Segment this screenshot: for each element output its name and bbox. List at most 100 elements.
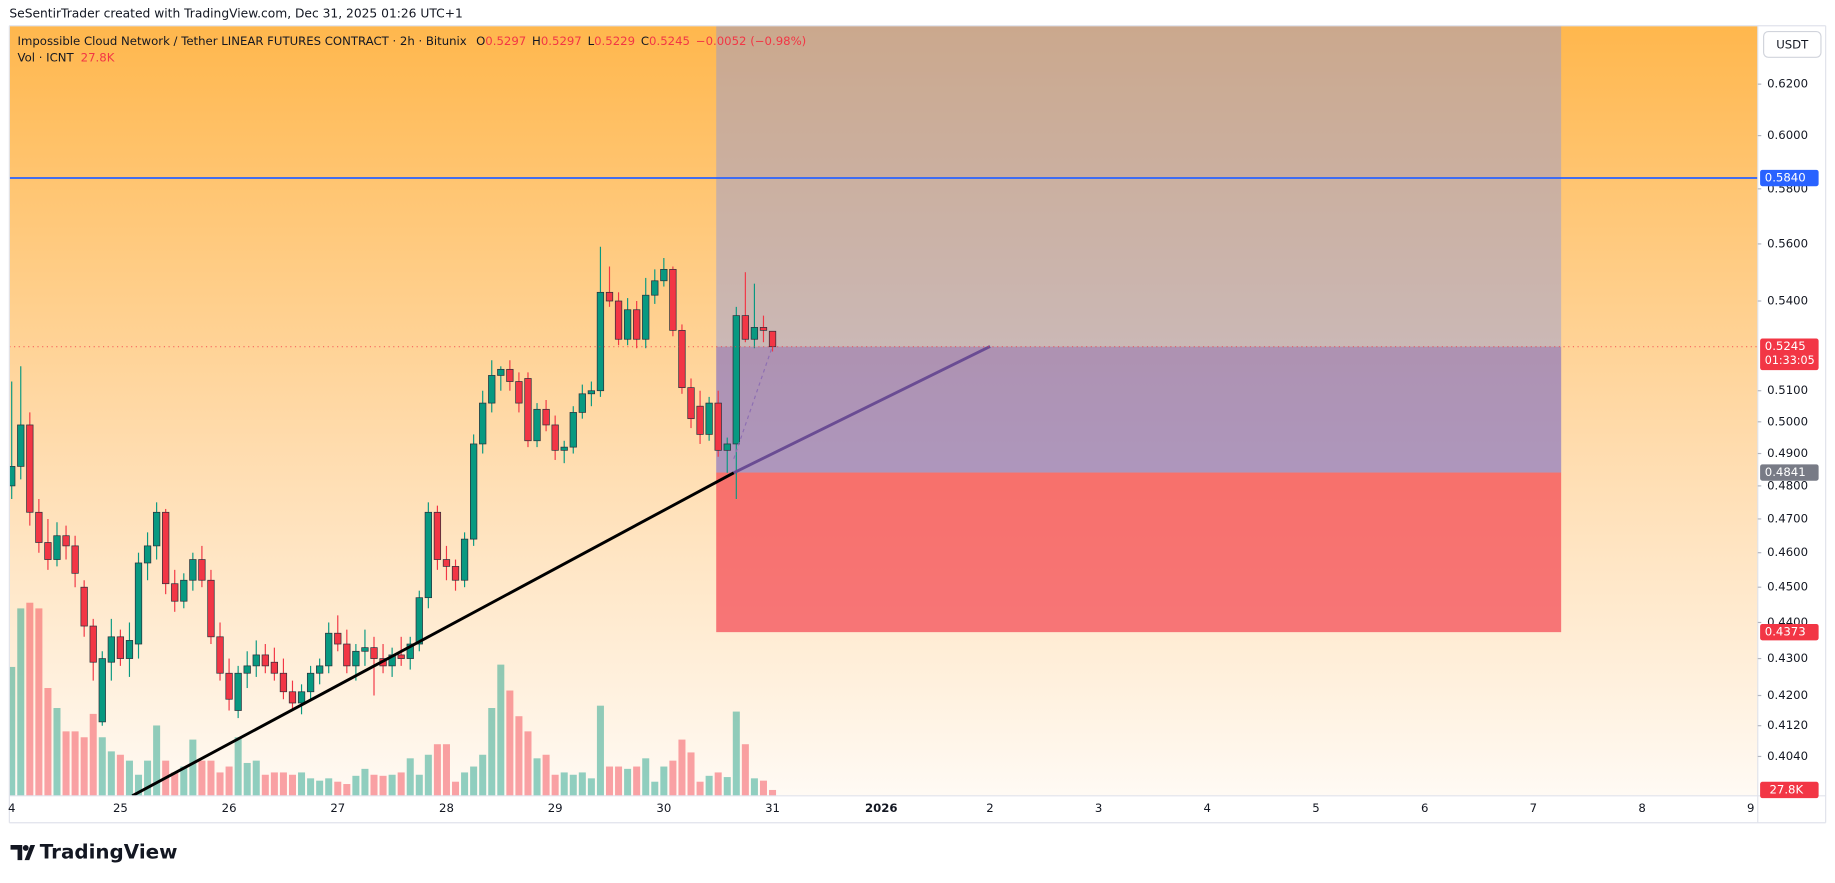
candle-body — [569, 412, 577, 448]
legend-volume: Vol · ICNT 27.8K — [18, 50, 115, 64]
volume-bar — [343, 784, 351, 796]
volume-bar — [615, 766, 623, 796]
candle-body — [261, 654, 269, 667]
candle-body — [143, 545, 152, 564]
volume-bar — [587, 778, 595, 796]
candle-body — [44, 542, 52, 560]
volume-bar — [642, 758, 650, 796]
candle-body — [578, 393, 586, 413]
candle-body — [415, 597, 423, 645]
candle-body — [488, 375, 496, 404]
volume-bar — [379, 775, 387, 796]
stop-label: 0.4373 — [1765, 625, 1806, 639]
volume-bar — [107, 751, 115, 796]
y-tick-label: 0.4500 — [1767, 580, 1808, 594]
volume-bar — [270, 772, 278, 796]
candle-body — [506, 368, 514, 382]
x-tick-label: 6 — [1421, 801, 1428, 815]
brand-name: TradingView — [40, 841, 178, 864]
volume-bar — [116, 754, 124, 796]
y-tick-label: 0.4700 — [1767, 511, 1808, 525]
y-tick-label: 0.4800 — [1767, 478, 1808, 492]
x-tick-label: 25 — [113, 801, 128, 815]
x-tick-label: 29 — [548, 801, 563, 815]
candle-body — [424, 511, 432, 599]
x-tick-label: 28 — [439, 801, 454, 815]
y-tick-label: 0.5600 — [1767, 236, 1808, 250]
volume-bar — [44, 687, 52, 796]
y-tick-label: 0.5100 — [1767, 383, 1808, 397]
candle-body — [216, 636, 224, 674]
volume-bar — [515, 716, 523, 796]
candle-body — [171, 583, 179, 602]
volume-bar — [461, 772, 469, 796]
volume-bar — [216, 772, 224, 796]
volume-bar — [307, 778, 315, 796]
candle-body — [26, 424, 34, 513]
open-pnl-zone — [716, 346, 1562, 473]
candle-body — [470, 443, 478, 540]
axes: 4 25 26 27 28 29 30 31 2026 2 3 4 5 6 7 8 9 0.6200 0.6000 0… — [8, 77, 1819, 815]
change-value: −0.0052 (−0.98%) — [696, 33, 806, 47]
candle-body — [116, 636, 125, 659]
candle-body — [288, 691, 297, 704]
candle-body — [768, 330, 777, 348]
volume-bar — [252, 760, 260, 796]
x-tick-label: 3 — [1095, 801, 1102, 815]
candle-body — [107, 636, 115, 663]
candle-body — [35, 511, 43, 543]
volume-title: Vol · ICNT — [18, 50, 75, 64]
candle-body — [9, 466, 16, 487]
header-caption: SeSentirTrader created with TradingView.… — [9, 7, 462, 21]
currency-button[interactable] — [1763, 31, 1822, 58]
candle-body — [62, 535, 70, 547]
volume-bar — [80, 737, 88, 796]
volume-bar — [361, 768, 369, 796]
candle-body — [596, 291, 605, 392]
volume-bar — [53, 708, 61, 796]
volume-bar — [542, 754, 550, 796]
x-tick-label: 26 — [222, 801, 237, 815]
volume-bar — [325, 778, 333, 796]
volume-bar — [207, 760, 215, 796]
legend: Impossible Cloud Network / Tether LINEAR… — [18, 33, 807, 63]
entry-badge — [1760, 464, 1819, 481]
volume-bar — [26, 602, 34, 796]
candle-body — [442, 559, 451, 567]
volume-bar — [741, 744, 749, 796]
volume-bar — [406, 758, 414, 796]
candle-body — [633, 309, 641, 340]
ohlc-letter: C — [641, 33, 649, 47]
volume-bar — [633, 766, 641, 796]
candle-body — [669, 268, 677, 331]
volume-bar — [605, 766, 614, 796]
x-tick-label: 4 — [8, 801, 15, 815]
y-tick-label: 0.4200 — [1767, 688, 1808, 702]
volume-bar — [560, 772, 568, 796]
candle-body — [551, 424, 559, 451]
last-price-badge — [1760, 338, 1819, 371]
trend-line-extension — [733, 345, 991, 475]
ohlc-letter: H — [532, 33, 541, 47]
volume-bar — [769, 789, 777, 796]
candle-body — [180, 579, 188, 602]
candle-body — [189, 559, 197, 581]
volume-bar — [370, 774, 378, 796]
stop-zone — [716, 472, 1562, 633]
candle-body — [705, 402, 713, 435]
y-tick-label: 0.6200 — [1767, 77, 1808, 91]
x-tick-label: 27 — [330, 801, 345, 815]
plot-area — [9, 25, 1758, 796]
candle-body — [623, 309, 632, 340]
candle-body — [660, 268, 668, 282]
volume-bar — [488, 708, 496, 796]
candle-body — [325, 632, 333, 667]
currency-label[interactable]: USDT — [1776, 38, 1809, 52]
last-price-label: 0.5245 — [1765, 339, 1806, 353]
position-link — [733, 346, 773, 459]
volume-bar — [750, 778, 758, 796]
volume-bar — [470, 766, 478, 796]
volume-bar — [578, 772, 586, 796]
volume-bar — [551, 774, 559, 796]
volume-bar — [316, 780, 324, 796]
